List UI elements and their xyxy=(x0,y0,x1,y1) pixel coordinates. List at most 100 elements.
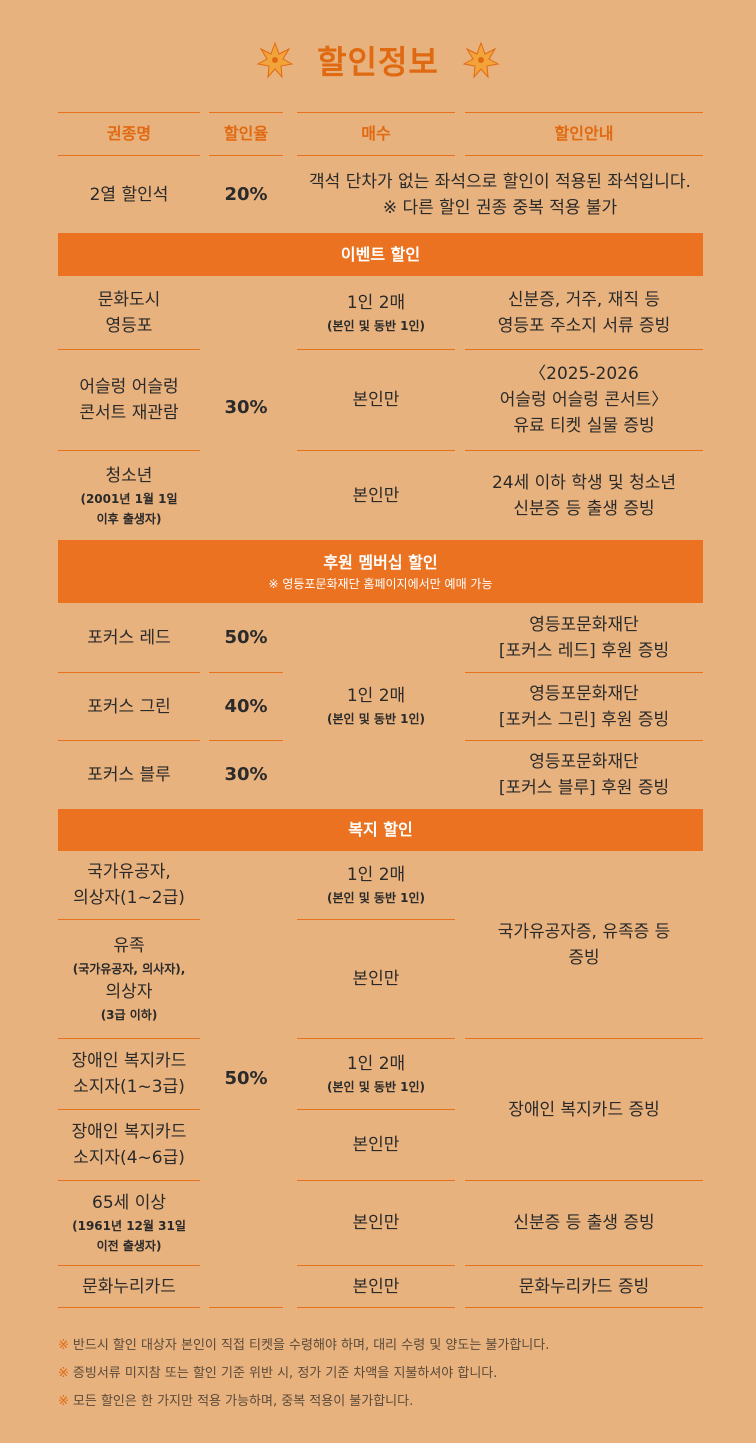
name-line: 장애인 복지카드 xyxy=(71,1122,187,1142)
notes-list: ※ 반드시 할인 대상자 본인이 직접 티켓을 수령해야 하며, 대리 수령 및 … xyxy=(58,1332,703,1416)
row-info: 24세 이하 학생 및 청소년 신분증 등 출생 증빙 xyxy=(465,451,703,540)
name-sub: 이전 출생자) xyxy=(96,1239,162,1253)
row-rate: 20% xyxy=(224,183,268,205)
info-line: 증빙 xyxy=(568,947,600,968)
qty-text: 1인 2매 xyxy=(346,292,406,313)
section-band-welfare: 복지 할인 xyxy=(58,809,703,851)
welfare-rate: 50% xyxy=(224,1068,268,1089)
band-title: 이벤트 할인 xyxy=(340,244,421,264)
divider xyxy=(297,1265,455,1266)
divider xyxy=(58,1307,200,1308)
divider xyxy=(297,112,455,113)
note-text: 모든 할인은 한 가지만 적용 가능하며, 중복 적용이 불가합니다. xyxy=(72,1394,414,1409)
row-name: 청소년 (2001년 1월 1일 이후 출생자) xyxy=(58,451,200,540)
note-text: 반드시 할인 대상자 본인이 직접 티켓을 수령해야 하며, 대리 수령 및 양… xyxy=(72,1338,550,1353)
divider xyxy=(297,1180,455,1181)
row-qty: 본인만 xyxy=(352,1135,400,1155)
name-line: 문화도시 xyxy=(97,289,161,310)
note-bullet-icon: ※ xyxy=(58,1338,69,1353)
name-line: 어슬렁 어슬렁 xyxy=(79,377,179,397)
band-title: 복지 할인 xyxy=(348,820,413,839)
row-info: 영등포문화재단 [포커스 레드] 후원 증빙 xyxy=(465,603,703,672)
info-line: [포커스 그린] 후원 증빙 xyxy=(498,709,670,730)
row-rate: 40% xyxy=(224,695,268,717)
divider xyxy=(58,349,200,350)
note-text: 증빙서류 미지참 또는 할인 기준 위반 시, 정가 기준 차액을 지불하셔야 … xyxy=(72,1366,498,1381)
section-band-membership: 후원 멤버십 할인 ※ 영등포문화재단 홈페이지에서만 예매 가능 xyxy=(58,540,703,603)
row-name: 유족 (국가유공자, 의사자), 의상자 (3급 이하) xyxy=(58,920,200,1038)
row-qty: 본인만 xyxy=(352,390,400,410)
row-qty: 본인만 xyxy=(352,1213,400,1233)
info-line: 영등포문화재단 xyxy=(529,683,639,704)
row-rate: 50% xyxy=(224,626,268,648)
name-sub: 이후 출생자) xyxy=(96,511,162,526)
divider xyxy=(58,155,200,156)
header-name: 권종명 xyxy=(106,124,152,143)
row-name: 65세 이상 (1961년 12월 31일 이전 출생자) xyxy=(58,1181,200,1265)
note-item: ※ 증빙서류 미지참 또는 할인 기준 위반 시, 정가 기준 차액을 지불하셔야… xyxy=(58,1360,703,1388)
info-line: [포커스 블루] 후원 증빙 xyxy=(498,778,670,798)
row-name: 포커스 블루 xyxy=(87,765,171,785)
qty-sub: (본인 및 동반 1인) xyxy=(326,1080,426,1094)
name-sub: (2001년 1월 1일 xyxy=(80,491,178,506)
divider xyxy=(465,740,703,741)
row-name: 2열 할인석 xyxy=(89,184,169,205)
section-band-event: 이벤트 할인 xyxy=(58,233,703,276)
divider xyxy=(209,672,283,673)
row-name: 포커스 그린 xyxy=(87,696,171,717)
header-qty: 매수 xyxy=(361,124,391,143)
row-info: 신분증, 거주, 재직 등 영등포 주소지 서류 증빙 xyxy=(465,276,703,349)
qty-text: 1인 2매 xyxy=(346,1054,406,1074)
info-line: ※ 다른 할인 권종 중복 적용 불가 xyxy=(382,197,618,218)
qty-sub: (본인 및 동반 1인) xyxy=(326,712,426,726)
qty-sub: (본인 및 동반 1인) xyxy=(326,318,426,333)
qty-sub: (본인 및 동반 1인) xyxy=(326,891,426,905)
page-title: 할인정보 xyxy=(317,43,439,81)
row-info: 영등포문화재단 [포커스 그린] 후원 증빙 xyxy=(465,673,703,740)
name-line: 소지자(4~6급) xyxy=(73,1148,185,1168)
divider xyxy=(209,112,283,113)
note-item: ※ 모든 할인은 한 가지만 적용 가능하며, 중복 적용이 불가합니다. xyxy=(58,1388,703,1416)
divider xyxy=(465,1180,703,1181)
divider xyxy=(297,1307,455,1308)
maple-leaf-icon xyxy=(256,41,294,79)
row-qty: 1인 2매 (본인 및 동반 1인) xyxy=(297,851,455,919)
divider xyxy=(209,1307,283,1308)
divider xyxy=(297,1109,455,1110)
name-sub: (국가유공자, 의사자), xyxy=(72,962,186,976)
divider xyxy=(58,1109,200,1110)
row-qty: 1인 2매 (본인 및 동반 1인) xyxy=(297,1039,455,1109)
name-line: 유족 xyxy=(113,936,145,956)
qty-text: 1인 2매 xyxy=(346,686,406,706)
row-name: 장애인 복지카드 소지자(1~3급) xyxy=(58,1039,200,1109)
event-rate: 30% xyxy=(224,397,268,418)
divider xyxy=(58,1038,200,1039)
divider xyxy=(209,740,283,741)
welfare-info-disabled: 장애인 복지카드 증빙 xyxy=(508,1099,660,1120)
name-line: 의상자(1~2급) xyxy=(73,888,185,908)
row-name: 어슬렁 어슬렁 콘서트 재관람 xyxy=(58,350,200,450)
divider xyxy=(465,450,703,451)
name-sub: (1961년 12월 31일 xyxy=(72,1219,186,1233)
name-sub: (3급 이하) xyxy=(100,1008,158,1022)
row-info: 영등포문화재단 [포커스 블루] 후원 증빙 xyxy=(465,741,703,809)
row-info: 〈2025-2026 어슬렁 어슬렁 콘서트〉 유료 티켓 실물 증빙 xyxy=(465,350,703,450)
row-qty: 본인만 xyxy=(352,969,400,989)
note-bullet-icon: ※ xyxy=(58,1366,69,1381)
info-line: [포커스 레드] 후원 증빙 xyxy=(498,640,670,661)
row-rate: 30% xyxy=(224,764,268,785)
row-qty: 1인 2매 (본인 및 동반 1인) xyxy=(297,276,455,349)
divider xyxy=(297,155,455,156)
divider xyxy=(58,450,200,451)
info-line: 영등포문화재단 xyxy=(529,614,639,635)
info-line: 24세 이하 학생 및 청소년 xyxy=(491,472,676,493)
name-line: 장애인 복지카드 xyxy=(71,1051,187,1071)
row-name: 문화도시 영등포 xyxy=(58,276,200,349)
name-line: 소지자(1~3급) xyxy=(73,1077,185,1097)
divider xyxy=(465,1307,703,1308)
name-line: 청소년 xyxy=(105,465,153,486)
note-bullet-icon: ※ xyxy=(58,1394,69,1409)
divider xyxy=(297,450,455,451)
divider xyxy=(465,112,703,113)
maple-leaf-icon xyxy=(462,41,500,79)
